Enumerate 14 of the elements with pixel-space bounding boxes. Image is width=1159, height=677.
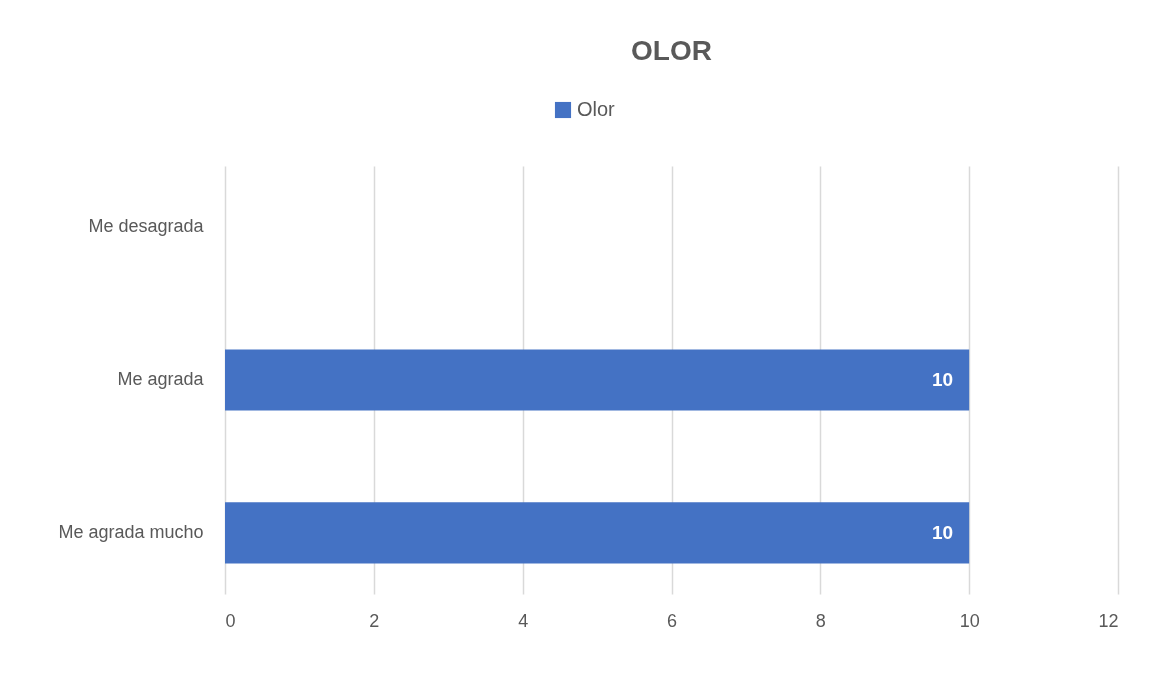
x-tick-label: 10 <box>959 610 980 631</box>
y-tick-label: Me desagrada <box>88 216 205 237</box>
x-tick-label: 2 <box>369 610 380 631</box>
data-label: 10 <box>932 521 954 543</box>
x-tick-label: 0 <box>225 610 236 631</box>
x-tick-label: 6 <box>666 610 678 631</box>
legend-label: Olor <box>577 98 616 120</box>
data-label: 10 <box>932 369 954 390</box>
x-tick-label: 4 <box>518 610 529 631</box>
y-tick-label: Me agrada <box>117 369 205 389</box>
y-tick-label: Me agrada mucho <box>58 521 204 542</box>
chart-title: OLOR <box>631 35 712 66</box>
x-tick-label: 12 <box>1098 610 1119 631</box>
x-tick-label: 8 <box>815 610 826 631</box>
